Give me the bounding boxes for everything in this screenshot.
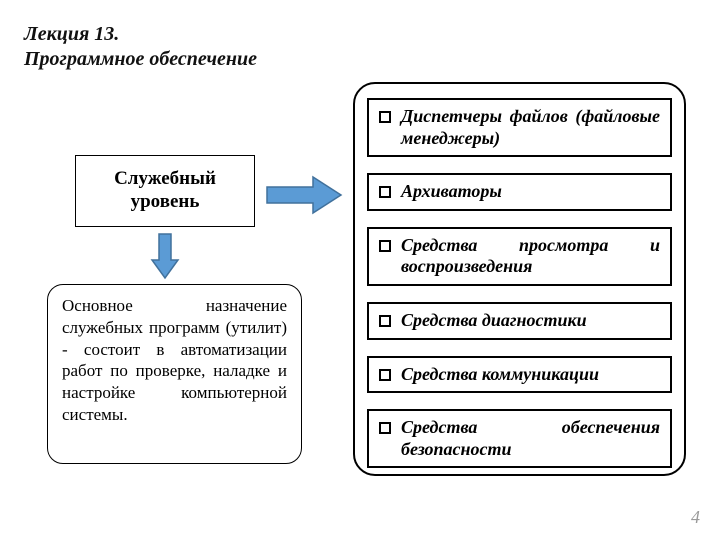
square-bullet-icon <box>379 240 391 252</box>
description-text: Основное назначение служебных программ (… <box>62 296 287 424</box>
list-item: Средства обеспечения безопасности <box>367 409 672 468</box>
item-label-line: Средства просмотра и воспроизведения <box>401 235 660 278</box>
list-item: Средства диагностики <box>367 302 672 340</box>
heading-line-2: Программное обеспечение <box>24 48 257 70</box>
item-label: Средства обеспечения безопасности <box>401 417 660 460</box>
item-label: Средства диагностики <box>401 310 660 332</box>
center-concept-box: Служебный уровень <box>75 155 255 227</box>
item-label-line: Диспетчеры файлов (файловые менеджеры) <box>401 106 660 149</box>
arrow-down-icon <box>150 232 180 280</box>
arrow-right-icon <box>265 175 343 215</box>
items-panel: Диспетчеры файлов (файловые менеджеры) А… <box>353 82 686 476</box>
center-concept-label: Служебный уровень <box>84 168 246 214</box>
list-item: Архиваторы <box>367 173 672 211</box>
page-number: 4 <box>691 507 700 528</box>
item-label: Средства просмотра и воспроизведения <box>401 235 660 278</box>
list-item: Средства просмотра и воспроизведения <box>367 227 672 286</box>
square-bullet-icon <box>379 315 391 327</box>
square-bullet-icon <box>379 186 391 198</box>
square-bullet-icon <box>379 422 391 434</box>
list-item: Средства коммуникации <box>367 356 672 394</box>
description-panel: Основное назначение служебных программ (… <box>47 284 302 464</box>
square-bullet-icon <box>379 369 391 381</box>
heading-line-1: Лекция 13. <box>24 23 119 45</box>
item-label: Архиваторы <box>401 181 660 203</box>
item-label-line: Средства обеспечения безопасности <box>401 417 660 460</box>
list-item: Диспетчеры файлов (файловые менеджеры) <box>367 98 672 157</box>
slide: Лекция 13. Программное обеспечение Служе… <box>0 0 720 540</box>
slide-heading: Лекция 13. Программное обеспечение <box>24 22 344 72</box>
item-label: Диспетчеры файлов (файловые менеджеры) <box>401 106 660 149</box>
square-bullet-icon <box>379 111 391 123</box>
item-label: Средства коммуникации <box>401 364 660 386</box>
